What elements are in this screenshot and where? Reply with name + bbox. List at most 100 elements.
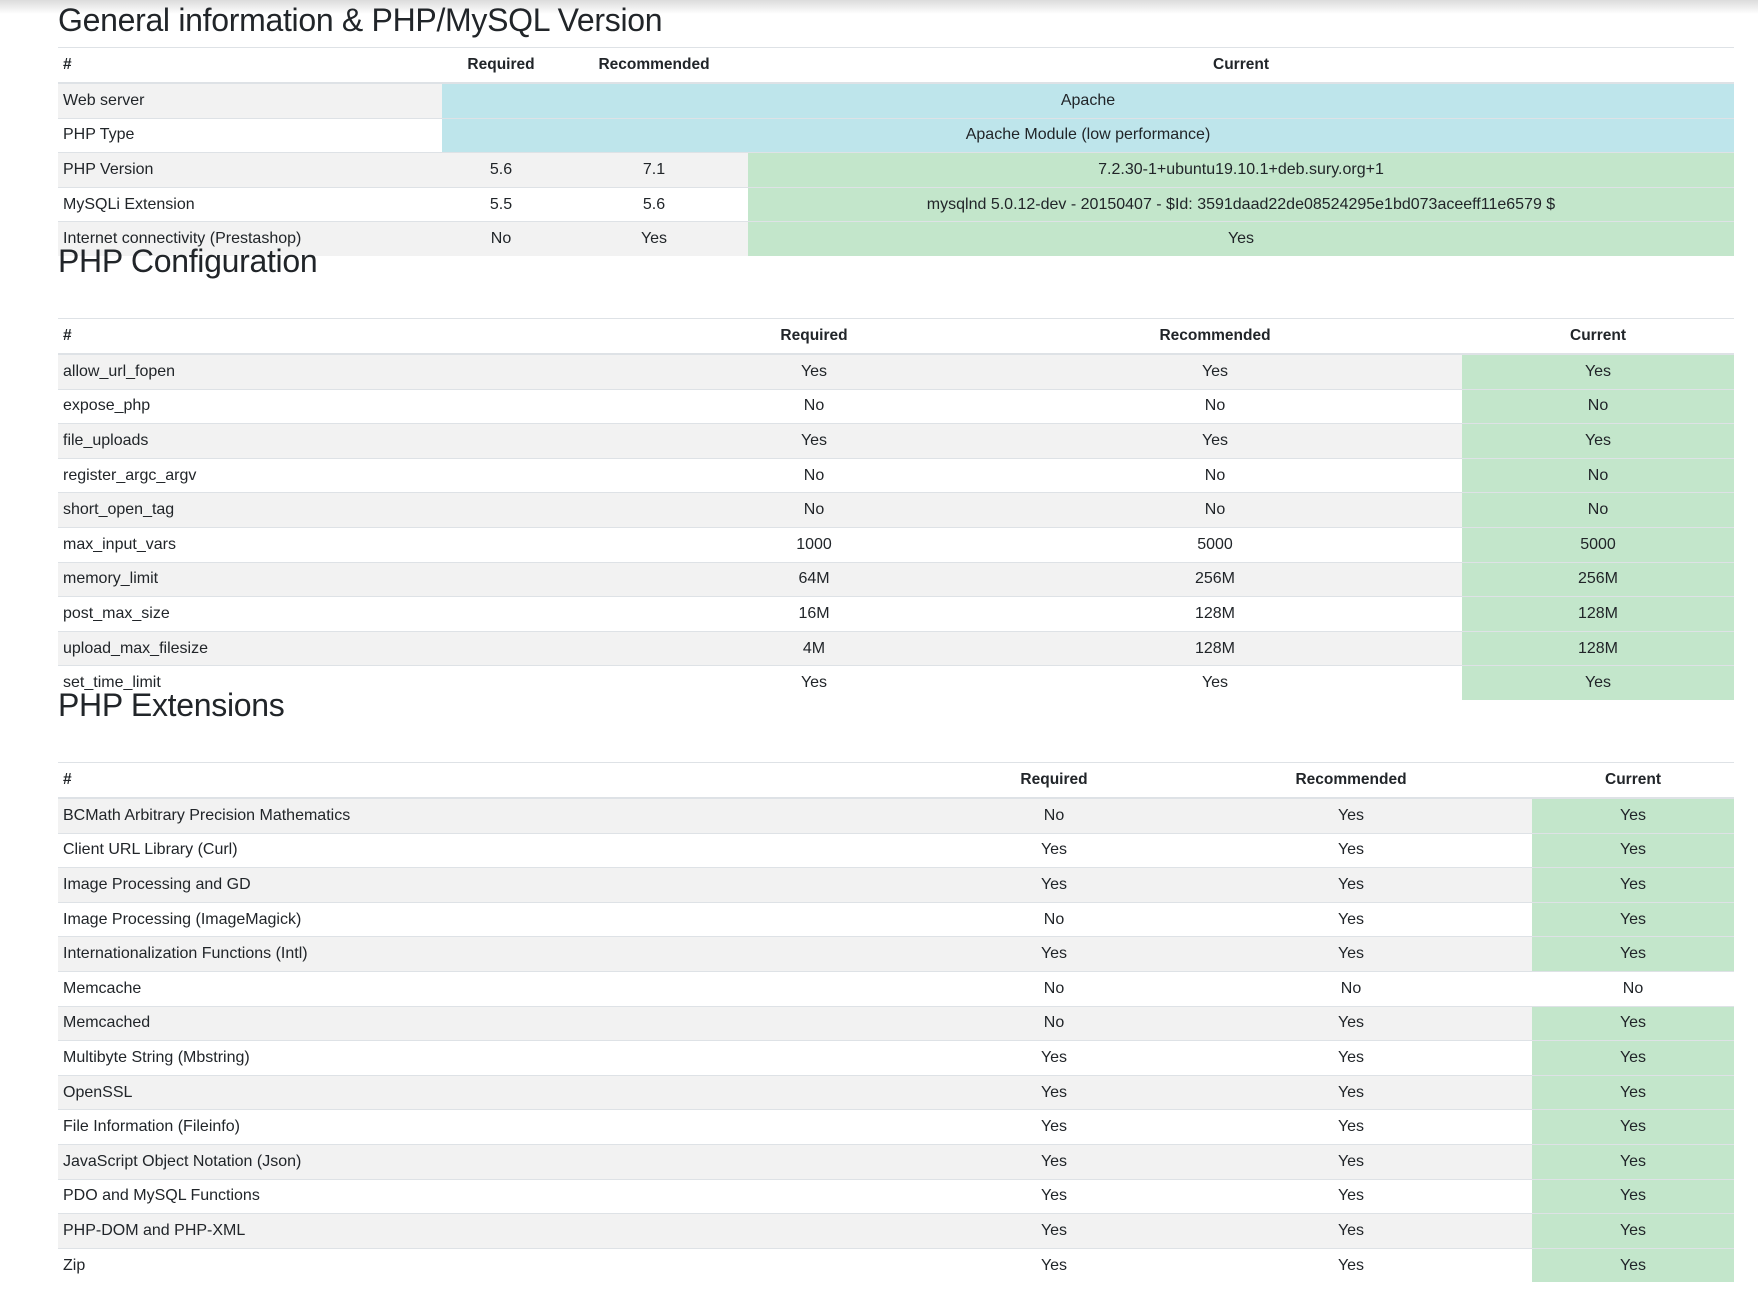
recommended-value-cell: Yes bbox=[1170, 1074, 1532, 1110]
column-header-required: Required bbox=[442, 47, 560, 84]
column-header-name: # bbox=[58, 47, 442, 84]
setting-name-cell: file_uploads bbox=[58, 423, 660, 459]
table-row: OpenSSL Yes Yes Yes bbox=[58, 1074, 1734, 1110]
setting-name-cell: Memcache bbox=[58, 970, 938, 1007]
column-header-current: Current bbox=[1532, 762, 1734, 799]
column-header-recommended: Recommended bbox=[1170, 762, 1532, 799]
current-value-cell: mysqlnd 5.0.12-dev - 20150407 - $Id: 359… bbox=[748, 186, 1734, 222]
setting-name-cell: PHP Type bbox=[58, 117, 442, 153]
header-row: # Required Recommended Current bbox=[58, 762, 1734, 799]
column-header-name: # bbox=[58, 762, 938, 799]
column-header-required: Required bbox=[938, 762, 1170, 799]
current-value-cell: Yes bbox=[1462, 423, 1734, 459]
current-value-cell: Yes bbox=[1532, 1143, 1734, 1180]
setting-name-cell: BCMath Arbitrary Precision Mathematics bbox=[58, 797, 938, 834]
setting-name-cell: allow_url_fopen bbox=[58, 353, 660, 390]
current-value-cell: Yes bbox=[1532, 1178, 1734, 1214]
recommended-value-cell: 5000 bbox=[968, 526, 1462, 563]
setting-name-cell: OpenSSL bbox=[58, 1074, 938, 1110]
recommended-value-cell: No bbox=[968, 457, 1462, 493]
setting-name-cell: JavaScript Object Notation (Json) bbox=[58, 1143, 938, 1180]
setting-name-cell: Image Processing and GD bbox=[58, 867, 938, 903]
required-value-cell: Yes bbox=[938, 1074, 1170, 1110]
required-value-cell: No bbox=[660, 492, 968, 528]
recommended-value-cell: Yes bbox=[968, 353, 1462, 390]
recommended-value-cell: 5.6 bbox=[560, 186, 748, 222]
required-value-cell: Yes bbox=[938, 1247, 1170, 1283]
table-row: set_time_limit Yes Yes Yes bbox=[58, 665, 1734, 700]
current-value-cell: 5000 bbox=[1462, 526, 1734, 563]
recommended-value-cell: Yes bbox=[1170, 867, 1532, 903]
current-value-cell: Yes bbox=[1532, 1247, 1734, 1283]
header-row: # Required Recommended Current bbox=[58, 47, 1734, 84]
setting-name-cell: PDO and MySQL Functions bbox=[58, 1178, 938, 1214]
table-row: Client URL Library (Curl) Yes Yes Yes bbox=[58, 832, 1734, 868]
table-row: allow_url_fopen Yes Yes Yes bbox=[58, 353, 1734, 390]
table-row: Image Processing and GD Yes Yes Yes bbox=[58, 867, 1734, 903]
required-value-cell: 64M bbox=[660, 561, 968, 597]
required-value-cell: 16M bbox=[660, 596, 968, 632]
table-row: file_uploads Yes Yes Yes bbox=[58, 423, 1734, 459]
table-row: Image Processing (ImageMagick) No Yes Yes bbox=[58, 901, 1734, 937]
current-value-cell: Apache Module (low performance) bbox=[442, 117, 1734, 153]
current-value-cell: Yes bbox=[1462, 665, 1734, 700]
column-header-required: Required bbox=[660, 318, 968, 355]
required-value-cell: Yes bbox=[938, 1109, 1170, 1145]
general-info-title: General information & PHP/MySQL Version bbox=[58, 2, 663, 38]
setting-name-cell: Zip bbox=[58, 1247, 938, 1283]
recommended-value-cell: Yes bbox=[1170, 1109, 1532, 1145]
current-value-cell: Yes bbox=[1532, 901, 1734, 937]
current-value-cell: Yes bbox=[1532, 867, 1734, 903]
php-configuration-title: PHP Configuration bbox=[58, 243, 318, 279]
required-value-cell: Yes bbox=[660, 665, 968, 700]
current-value-cell: Yes bbox=[1532, 1040, 1734, 1076]
column-header-name: # bbox=[58, 318, 660, 355]
recommended-value-cell: Yes bbox=[1170, 1213, 1532, 1249]
required-value-cell: Yes bbox=[938, 1213, 1170, 1249]
current-value-cell: Yes bbox=[1532, 1213, 1734, 1249]
recommended-value-cell: 7.1 bbox=[560, 152, 748, 188]
recommended-value-cell: 128M bbox=[968, 596, 1462, 632]
recommended-value-cell: No bbox=[968, 388, 1462, 424]
required-value-cell: No bbox=[938, 901, 1170, 937]
current-value-cell: No bbox=[1462, 492, 1734, 528]
setting-name-cell: Image Processing (ImageMagick) bbox=[58, 901, 938, 937]
setting-name-cell: Internet connectivity (Prestashop) bbox=[58, 221, 442, 256]
table-row: JavaScript Object Notation (Json) Yes Yes Y… bbox=[58, 1143, 1734, 1180]
current-value-cell: Yes bbox=[1532, 832, 1734, 868]
table-row: MySQLi Extension 5.5 5.6 mysqlnd 5.0.12-dev… bbox=[58, 186, 1734, 222]
recommended-value-cell: Yes bbox=[968, 665, 1462, 700]
recommended-value-cell: Yes bbox=[1170, 1040, 1532, 1076]
current-value-cell: Yes bbox=[1532, 1109, 1734, 1145]
setting-name-cell: set_time_limit bbox=[58, 665, 660, 700]
setting-name-cell: Internationalization Functions (Intl) bbox=[58, 936, 938, 972]
table-row: expose_php No No No bbox=[58, 388, 1734, 424]
current-value-cell: 128M bbox=[1462, 630, 1734, 666]
table-row: Internationalization Functions (Intl) Yes… bbox=[58, 936, 1734, 972]
required-value-cell: No bbox=[938, 797, 1170, 834]
setting-name-cell: Multibyte String (Mbstring) bbox=[58, 1040, 938, 1076]
recommended-value-cell: No bbox=[1170, 970, 1532, 1007]
table-row: Web server Apache bbox=[58, 82, 1734, 119]
recommended-value-cell: Yes bbox=[1170, 832, 1532, 868]
table-row: Memcached No Yes Yes bbox=[58, 1005, 1734, 1041]
required-value-cell: Yes bbox=[938, 936, 1170, 972]
setting-name-cell: expose_php bbox=[58, 388, 660, 424]
required-value-cell: 5.6 bbox=[442, 152, 560, 188]
current-value-cell: 7.2.30-1+ubuntu19.10.1+deb.sury.org+1 bbox=[748, 152, 1734, 188]
table-row: upload_max_filesize 4M 128M 128M bbox=[58, 630, 1734, 666]
current-value-cell: Yes bbox=[1532, 936, 1734, 972]
top-shadow bbox=[0, 0, 1758, 14]
table-row: Multibyte String (Mbstring) Yes Yes Yes bbox=[58, 1040, 1734, 1076]
required-value-cell: No bbox=[938, 1005, 1170, 1041]
required-value-cell: Yes bbox=[660, 353, 968, 390]
setting-name-cell: Web server bbox=[58, 82, 442, 119]
table-row: PDO and MySQL Functions Yes Yes Yes bbox=[58, 1178, 1734, 1214]
setting-name-cell: memory_limit bbox=[58, 561, 660, 597]
recommended-value-cell: Yes bbox=[1170, 1247, 1532, 1283]
recommended-value-cell: 128M bbox=[968, 630, 1462, 666]
general-info-table: # Required Recommended Current Web server Apa… bbox=[58, 47, 1734, 256]
required-value-cell: 5.5 bbox=[442, 186, 560, 222]
setting-name-cell: PHP Version bbox=[58, 152, 442, 188]
table-row: BCMath Arbitrary Precision Mathematics No… bbox=[58, 797, 1734, 834]
